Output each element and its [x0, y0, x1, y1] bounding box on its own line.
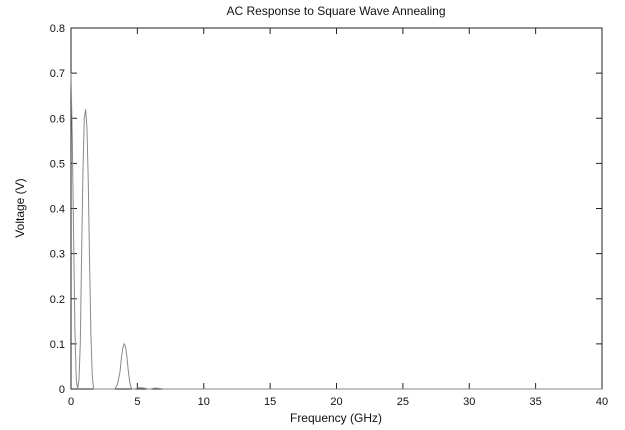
axis-ticks — [70, 27, 603, 390]
x-tick-label: 30 — [463, 396, 475, 408]
y-tick-label: 0.1 — [50, 339, 65, 351]
y-tick-label: 0.3 — [50, 249, 65, 261]
y-tick-label: 0.6 — [50, 113, 65, 125]
x-tick-labels: 0 5 10 15 20 25 30 35 40 — [68, 396, 608, 408]
x-tick-label: 25 — [397, 396, 409, 408]
y-tick-labels: 0 0.1 0.2 0.3 0.4 0.5 0.6 0.7 0.8 — [50, 23, 65, 396]
y-tick-label: 0 — [59, 384, 65, 396]
x-tick-label: 20 — [330, 396, 342, 408]
chart-title: AC Response to Square Wave Annealing — [226, 4, 445, 18]
x-tick-label: 40 — [596, 396, 608, 408]
plot-frame — [70, 27, 603, 390]
x-tick-label: 15 — [264, 396, 276, 408]
x-axis-label: Frequency (GHz) — [290, 411, 382, 425]
y-tick-label: 0.8 — [50, 23, 65, 35]
y-tick-label: 0.7 — [50, 68, 65, 80]
y-tick-label: 0.5 — [50, 158, 65, 170]
x-tick-label: 5 — [134, 396, 140, 408]
series-line — [70, 73, 602, 390]
y-tick-label: 0.2 — [50, 294, 65, 306]
x-tick-label: 35 — [530, 396, 542, 408]
x-tick-label: 10 — [198, 396, 210, 408]
x-tick-label: 0 — [68, 396, 74, 408]
y-axis-label: Voltage (V) — [13, 178, 27, 237]
y-tick-label: 0.4 — [50, 204, 65, 216]
